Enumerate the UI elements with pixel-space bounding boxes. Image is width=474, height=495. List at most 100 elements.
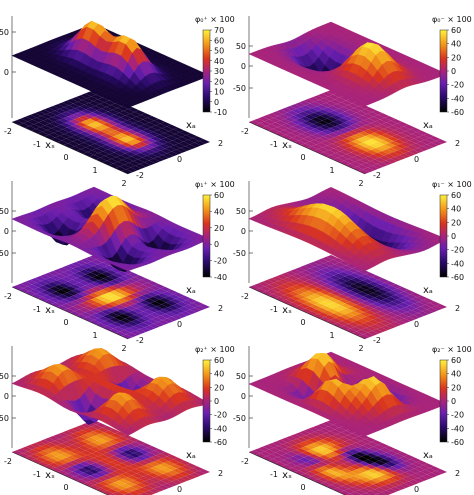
contour-cell bbox=[313, 287, 325, 292]
contour-cell bbox=[306, 449, 318, 454]
contour-cell bbox=[137, 487, 149, 493]
contour-cell bbox=[174, 473, 186, 478]
contour-cell bbox=[102, 260, 114, 266]
contour-cell bbox=[356, 440, 367, 446]
contour-cell bbox=[97, 300, 109, 306]
contour-cell bbox=[98, 124, 110, 130]
contour-cell bbox=[155, 464, 166, 470]
z-tick-label: 50 bbox=[0, 28, 9, 37]
contour-cell bbox=[297, 287, 309, 293]
contour-cell bbox=[131, 484, 143, 490]
contour-cell bbox=[104, 484, 116, 489]
contour-cell bbox=[89, 116, 101, 122]
contour-cell bbox=[393, 304, 405, 309]
contour-cell bbox=[131, 319, 143, 325]
contour-cell bbox=[344, 450, 356, 456]
contour-cell bbox=[72, 304, 84, 310]
contour-cell bbox=[75, 133, 87, 138]
contour-cell bbox=[109, 317, 121, 323]
contour-cell bbox=[125, 470, 137, 476]
contour-cell bbox=[104, 319, 116, 324]
contour-cell bbox=[142, 293, 154, 299]
contour-cell bbox=[171, 479, 183, 485]
contour-cell bbox=[374, 487, 386, 493]
contour-cell bbox=[373, 444, 385, 450]
contour-cell bbox=[103, 276, 115, 282]
contour-cell bbox=[325, 431, 337, 436]
contour-cell bbox=[86, 299, 98, 305]
contour-cell bbox=[326, 293, 337, 298]
contour-cell bbox=[51, 126, 63, 132]
contour-cell bbox=[46, 128, 58, 133]
contour-cell bbox=[127, 118, 139, 124]
contour-cell bbox=[287, 275, 299, 281]
contour-cell bbox=[307, 108, 319, 113]
contour-cell bbox=[373, 482, 384, 488]
contour-cell bbox=[194, 305, 206, 311]
contour-cell bbox=[153, 283, 165, 289]
contour-cell bbox=[301, 105, 312, 110]
contour-cell bbox=[361, 327, 373, 333]
contour-cell bbox=[272, 127, 284, 132]
y-tick-label: 2 bbox=[218, 469, 223, 478]
contour-cell bbox=[147, 319, 158, 324]
contour-cell bbox=[57, 102, 69, 108]
contour-cell bbox=[326, 319, 338, 325]
contour-cell bbox=[76, 441, 88, 446]
contour-cell bbox=[121, 472, 133, 478]
contour-cell bbox=[69, 284, 81, 289]
contour-cell bbox=[326, 90, 338, 95]
contour-cell bbox=[81, 301, 93, 306]
contour-cell bbox=[130, 303, 142, 309]
contour-cell bbox=[114, 315, 125, 321]
contour-cell bbox=[322, 145, 334, 151]
contour-cell bbox=[61, 276, 73, 282]
contour-cell bbox=[89, 255, 101, 260]
contour-cell bbox=[370, 462, 381, 468]
x-tick-label: -2 bbox=[4, 292, 12, 301]
z-tick-label: -50 bbox=[0, 249, 9, 258]
contour-cell bbox=[363, 332, 375, 338]
contour-cell bbox=[334, 273, 345, 279]
contour-cell bbox=[295, 448, 307, 453]
contour-cell bbox=[103, 111, 115, 117]
contour-cell bbox=[354, 271, 366, 276]
contour-cell bbox=[315, 126, 326, 132]
contour-cell bbox=[117, 106, 129, 111]
contour-cell bbox=[337, 459, 348, 464]
contour-cell bbox=[117, 436, 129, 441]
contour-cell bbox=[65, 110, 77, 115]
contour-cell bbox=[294, 459, 306, 464]
contour-cell bbox=[92, 137, 104, 142]
contour-cell bbox=[333, 284, 345, 290]
contour-cell bbox=[95, 322, 107, 328]
contour-cell bbox=[138, 476, 150, 482]
contour-cell bbox=[343, 323, 355, 329]
contour-cell bbox=[12, 285, 23, 290]
contour-cell bbox=[345, 109, 356, 115]
contour-cell bbox=[107, 147, 119, 153]
contour-cell bbox=[164, 131, 176, 136]
contour-cell bbox=[129, 480, 141, 485]
contour-cell bbox=[379, 320, 391, 326]
contour-cell bbox=[73, 293, 85, 299]
contour-cell bbox=[385, 158, 397, 164]
contour-cell bbox=[368, 281, 380, 287]
contour-cell bbox=[355, 122, 367, 127]
contour-cell bbox=[420, 139, 432, 145]
contour-cell bbox=[316, 461, 328, 467]
contour-cell bbox=[418, 135, 430, 140]
contour-cell bbox=[323, 426, 335, 432]
contour-cell bbox=[109, 455, 121, 461]
contour-cell bbox=[367, 468, 379, 474]
contour-cell bbox=[294, 102, 306, 108]
contour-cell bbox=[285, 271, 297, 276]
contour-cell bbox=[67, 125, 78, 131]
contour-cell bbox=[107, 312, 119, 318]
contour-cell bbox=[39, 439, 51, 445]
contour-cell bbox=[117, 271, 129, 276]
contour-cell bbox=[346, 152, 358, 158]
contour-cell bbox=[113, 161, 125, 167]
contour-cell bbox=[404, 151, 416, 157]
contour-map bbox=[249, 255, 447, 339]
